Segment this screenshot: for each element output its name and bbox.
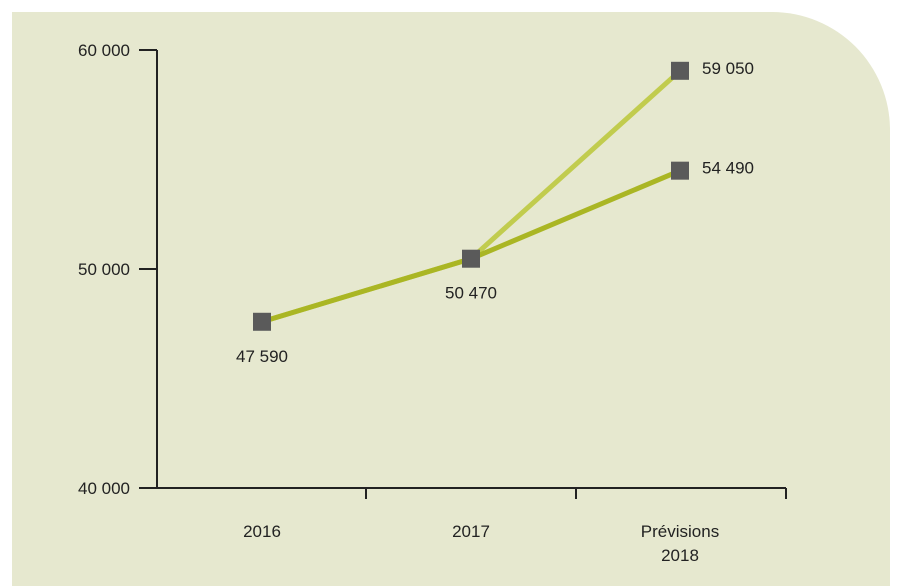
data-label: 59 050 [702, 59, 754, 78]
chart-background-panel [12, 12, 890, 586]
axes: 40 000 50 000 60 000 2016 2017 Prévisions 2018 [78, 41, 787, 565]
data-label: 50 470 [445, 284, 497, 303]
data-point-marker [462, 249, 480, 268]
data-label: 54 490 [702, 159, 754, 178]
y-tick-label: 40 000 [78, 479, 130, 498]
data-point-marker [671, 161, 689, 180]
data-labels: 47 590 50 470 59 050 54 490 [236, 59, 754, 366]
y-tick-label: 50 000 [78, 260, 130, 279]
data-markers [253, 61, 689, 331]
data-point-marker [253, 312, 271, 331]
data-point-marker [671, 61, 689, 80]
x-tick-label: 2016 [243, 522, 281, 541]
data-label: 47 590 [236, 347, 288, 366]
y-tick-label: 60 000 [78, 41, 130, 60]
x-tick-label: Prévisions 2018 [641, 522, 719, 565]
x-tick-label: 2017 [452, 522, 490, 541]
